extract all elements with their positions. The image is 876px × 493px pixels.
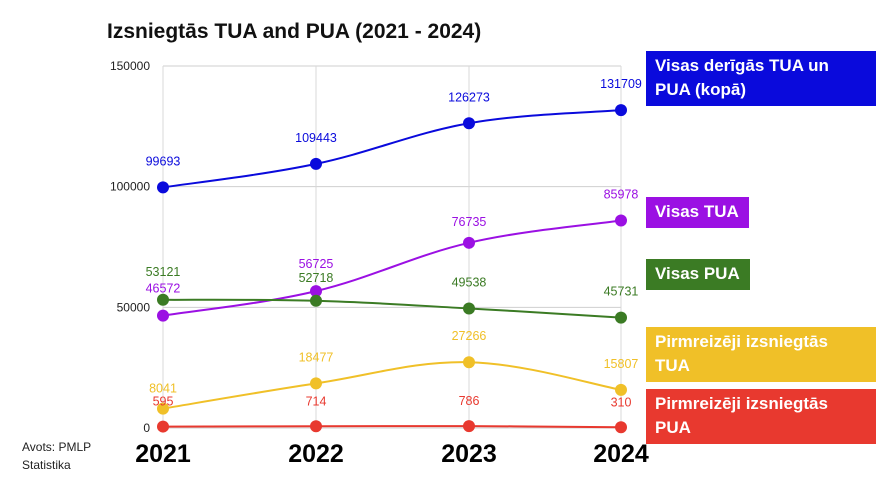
data-point xyxy=(310,157,322,170)
x-tick-label: 2023 xyxy=(441,440,497,468)
legend-visas-tua: Visas TUA xyxy=(646,197,749,228)
data-point xyxy=(157,181,169,194)
data-label: 85978 xyxy=(604,188,639,202)
data-point xyxy=(463,356,475,369)
legend-visas-pua: Visas PUA xyxy=(646,259,750,290)
data-point xyxy=(310,420,322,433)
legend-total: Visas derīgās TUA un PUA (kopā) xyxy=(646,51,876,106)
data-point xyxy=(463,236,475,249)
chart-title: Izsniegtās TUA and PUA (2021 - 2024) xyxy=(107,20,482,43)
y-tick-label: 50000 xyxy=(117,300,151,314)
data-label: 18477 xyxy=(299,350,334,364)
legend-pirmreizeji-tua: Pirmreizēji izsniegtās TUA xyxy=(646,327,876,382)
series-line xyxy=(162,109,622,189)
data-label: 126273 xyxy=(448,90,490,104)
data-point xyxy=(310,285,322,298)
data-point xyxy=(615,311,627,324)
data-point xyxy=(157,293,169,306)
data-label: 8041 xyxy=(149,382,177,396)
axis-ticks: 0 50000 100000 150000 2021 2022 2023 2024 xyxy=(110,59,649,468)
series-line xyxy=(162,361,622,410)
data-labels: 99693 109443 126273 131709 46572 56725 76735 85… xyxy=(146,77,642,409)
data-point xyxy=(615,421,627,434)
series-line xyxy=(162,219,622,317)
data-point xyxy=(157,420,169,433)
legend-pirmreizeji-pua: Pirmreizēji izsniegtās PUA xyxy=(646,389,876,444)
data-label: 786 xyxy=(459,394,480,408)
source-note: Avots: PMLP Statistika xyxy=(22,440,91,472)
data-point xyxy=(157,402,169,415)
data-label: 27266 xyxy=(452,329,487,343)
data-label: 52718 xyxy=(299,271,334,285)
series-line xyxy=(162,425,622,429)
data-point xyxy=(157,309,169,322)
data-point xyxy=(615,383,627,396)
data-point xyxy=(615,214,627,227)
data-label: 310 xyxy=(611,395,632,409)
data-label: 49538 xyxy=(452,275,487,289)
data-label: 53121 xyxy=(146,265,181,279)
data-label: 15807 xyxy=(604,357,639,371)
series-lines xyxy=(162,109,622,429)
x-tick-label: 2024 xyxy=(593,440,649,468)
x-tick-label: 2021 xyxy=(135,440,191,468)
data-point xyxy=(310,294,322,307)
y-tick-label: 100000 xyxy=(110,180,150,194)
data-label: 76735 xyxy=(452,215,487,229)
data-label: 99693 xyxy=(146,154,181,168)
data-point xyxy=(310,377,322,390)
data-point xyxy=(463,420,475,433)
data-label: 109443 xyxy=(295,131,337,145)
y-tick-label: 0 xyxy=(143,421,150,435)
data-label: 595 xyxy=(153,395,174,409)
x-tick-label: 2022 xyxy=(288,440,344,468)
data-label: 45731 xyxy=(604,285,639,299)
data-label: 56725 xyxy=(299,257,334,271)
data-label: 131709 xyxy=(600,77,642,91)
y-tick-label: 150000 xyxy=(110,59,150,73)
data-points xyxy=(157,104,627,434)
data-point xyxy=(615,104,627,117)
data-point xyxy=(463,302,475,315)
data-label: 46572 xyxy=(146,282,181,296)
series-line xyxy=(162,298,622,319)
data-label: 714 xyxy=(306,394,327,408)
data-point xyxy=(463,117,475,130)
